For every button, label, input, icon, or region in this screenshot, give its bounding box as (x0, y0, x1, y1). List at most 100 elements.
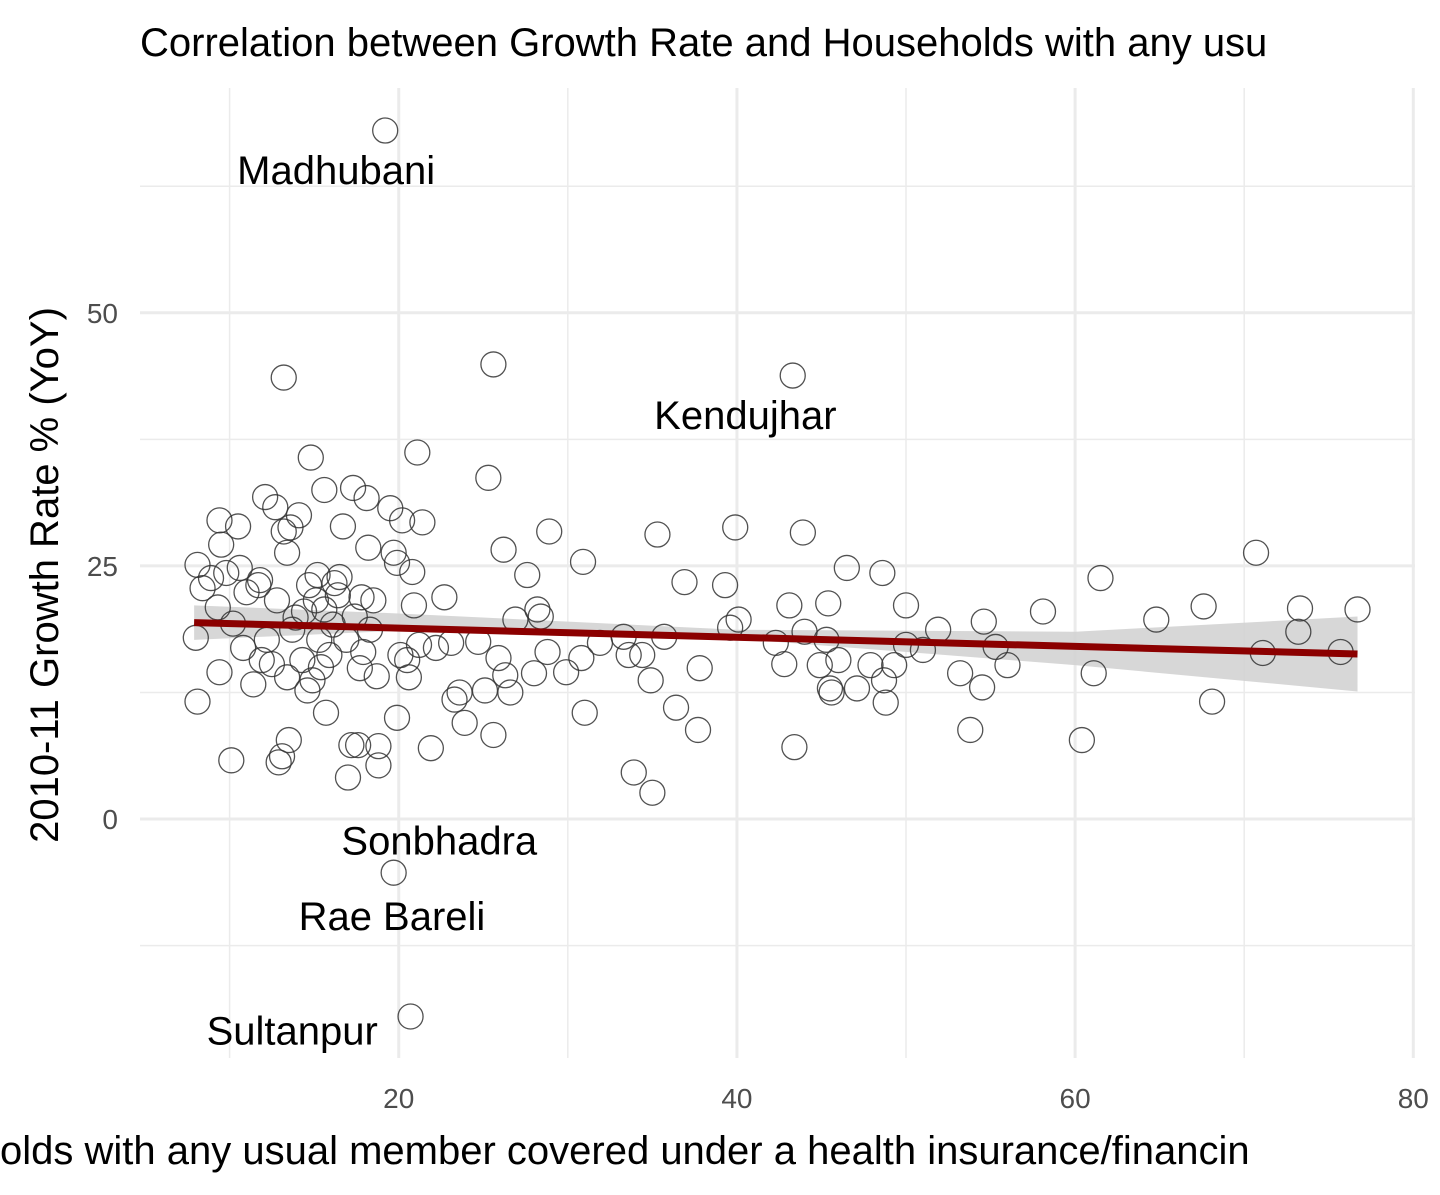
point (1068, 726, 1096, 754)
point (417, 735, 444, 762)
y-tick-label: 25 (87, 551, 118, 582)
point (365, 752, 392, 779)
point (1285, 618, 1312, 645)
point (282, 604, 309, 631)
point (338, 731, 365, 759)
point (372, 117, 399, 144)
fit-line (194, 619, 1358, 658)
chart-title: Correlation between Growth Rate and Hous… (140, 21, 1267, 65)
point (329, 513, 357, 540)
point (1143, 606, 1170, 633)
point (326, 563, 353, 591)
point (520, 660, 548, 687)
point (285, 502, 313, 529)
point (353, 484, 380, 512)
point (524, 596, 551, 623)
point (262, 494, 289, 521)
point (360, 587, 387, 614)
point (776, 592, 803, 619)
point (273, 539, 301, 566)
point (711, 572, 739, 599)
point (397, 1003, 424, 1030)
point (388, 507, 416, 534)
annotation: Rae Bareli (299, 895, 486, 939)
point (994, 651, 1021, 679)
x-tick-label: 80 (1398, 1083, 1429, 1114)
point (725, 606, 752, 633)
point (312, 699, 340, 726)
point (615, 641, 642, 669)
point (208, 531, 235, 558)
point (324, 582, 351, 609)
point (395, 664, 423, 691)
x-tick-label: 60 (1060, 1083, 1091, 1114)
point (881, 651, 908, 679)
point (316, 641, 343, 669)
x-tick-label: 40 (721, 1083, 752, 1114)
x-tick-label: 20 (383, 1083, 414, 1114)
point (909, 636, 937, 664)
point (246, 566, 274, 594)
point (872, 689, 899, 716)
point (265, 749, 292, 776)
confidence-band (194, 605, 1358, 692)
point (355, 534, 382, 561)
point (263, 587, 291, 614)
point (441, 686, 468, 713)
x-axis-title: olds with any usual member covered under… (0, 1129, 1250, 1173)
annotation: Sultanpur (207, 1010, 378, 1054)
point (818, 679, 845, 706)
point (671, 568, 698, 596)
point (268, 743, 296, 770)
point (497, 679, 524, 706)
point (344, 731, 372, 759)
point (383, 704, 411, 731)
point (620, 759, 647, 786)
point (346, 655, 373, 682)
point (825, 646, 852, 674)
annotation: Madhubani (237, 149, 435, 193)
point (490, 536, 517, 563)
point (294, 677, 321, 704)
point (299, 667, 326, 694)
y-axis-title: 2010-11 Growth Rate % (YoY) (23, 307, 67, 843)
point (270, 364, 297, 391)
annotation: Sonbhadra (341, 819, 537, 863)
point (779, 362, 806, 389)
point (833, 554, 860, 582)
point (365, 732, 392, 760)
point (857, 651, 884, 679)
point (569, 548, 597, 576)
point (251, 483, 279, 511)
point (383, 549, 411, 577)
point (270, 518, 297, 545)
point (1242, 539, 1270, 566)
point (892, 592, 920, 619)
point (722, 514, 749, 541)
point (405, 631, 433, 659)
point (339, 474, 367, 502)
point (437, 629, 465, 657)
point (1286, 595, 1314, 622)
point (311, 476, 338, 504)
point (240, 671, 267, 698)
point (189, 575, 216, 602)
point (348, 584, 375, 611)
y-tick-label: 0 (102, 804, 118, 835)
point (224, 513, 252, 540)
point (475, 464, 502, 491)
point (1198, 688, 1226, 715)
point (297, 444, 324, 471)
point (869, 559, 896, 587)
point (568, 644, 595, 672)
point (789, 519, 817, 546)
point (552, 659, 580, 686)
point (422, 634, 450, 662)
point (968, 674, 996, 701)
point (1344, 596, 1371, 623)
point (206, 507, 233, 534)
point (304, 561, 331, 589)
point (387, 641, 414, 669)
point (644, 521, 671, 548)
